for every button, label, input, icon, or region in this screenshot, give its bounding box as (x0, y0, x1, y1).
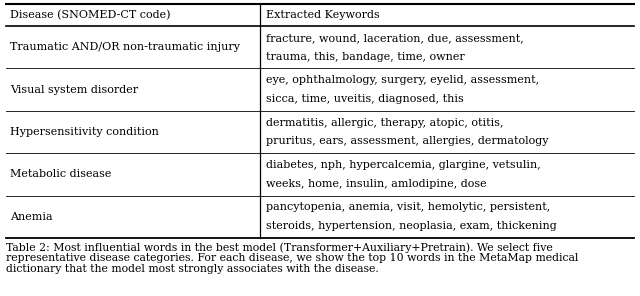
Text: Table 2: Most influential words in the best model (Transformer+Auxiliary+Pretrai: Table 2: Most influential words in the b… (6, 242, 553, 252)
Text: Traumatic AND/OR non-traumatic injury: Traumatic AND/OR non-traumatic injury (10, 42, 240, 52)
Text: weeks, home, insulin, amlodipine, dose: weeks, home, insulin, amlodipine, dose (266, 179, 487, 189)
Text: Extracted Keywords: Extracted Keywords (266, 10, 380, 20)
Text: representative disease categories. For each disease, we show the top 10 words in: representative disease categories. For e… (6, 253, 579, 263)
Text: pancytopenia, anemia, visit, hemolytic, persistent,: pancytopenia, anemia, visit, hemolytic, … (266, 202, 550, 213)
Text: diabetes, nph, hypercalcemia, glargine, vetsulin,: diabetes, nph, hypercalcemia, glargine, … (266, 160, 541, 170)
Text: pruritus, ears, assessment, allergies, dermatology: pruritus, ears, assessment, allergies, d… (266, 136, 549, 146)
Text: eye, ophthalmology, surgery, eyelid, assessment,: eye, ophthalmology, surgery, eyelid, ass… (266, 75, 540, 85)
Text: fracture, wound, laceration, due, assessment,: fracture, wound, laceration, due, assess… (266, 33, 524, 43)
Text: Hypersensitivity condition: Hypersensitivity condition (10, 127, 159, 137)
Text: Metabolic disease: Metabolic disease (10, 169, 111, 179)
Text: steroids, hypertension, neoplasia, exam, thickening: steroids, hypertension, neoplasia, exam,… (266, 221, 557, 231)
Text: sicca, time, uveitis, diagnosed, this: sicca, time, uveitis, diagnosed, this (266, 94, 464, 104)
Text: dictionary that the model most strongly associates with the disease.: dictionary that the model most strongly … (6, 264, 379, 274)
Text: Visual system disorder: Visual system disorder (10, 85, 138, 95)
Text: trauma, this, bandage, time, owner: trauma, this, bandage, time, owner (266, 52, 465, 62)
Text: Anemia: Anemia (10, 212, 52, 222)
Text: Disease (SNOMED-CT code): Disease (SNOMED-CT code) (10, 10, 170, 20)
Text: dermatitis, allergic, therapy, atopic, otitis,: dermatitis, allergic, therapy, atopic, o… (266, 118, 504, 128)
